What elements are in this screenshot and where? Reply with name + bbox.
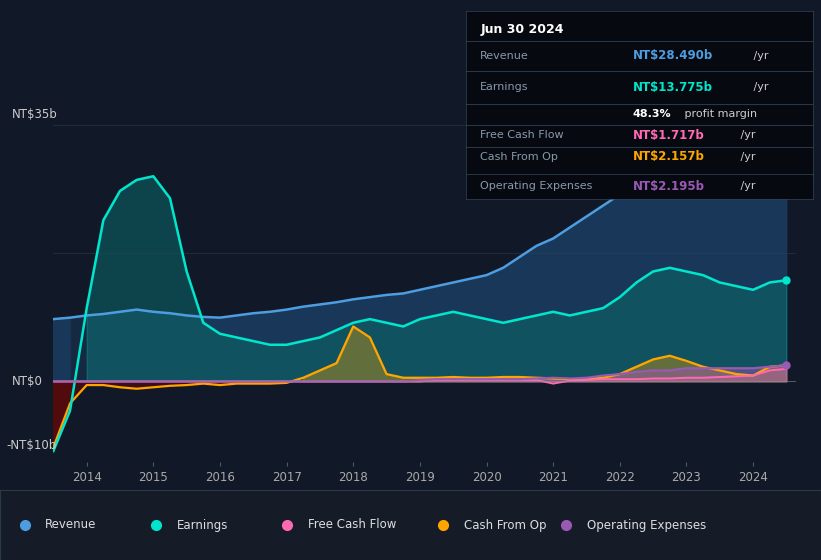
Text: Operating Expenses: Operating Expenses (480, 181, 593, 191)
Text: Free Cash Flow: Free Cash Flow (480, 130, 564, 140)
Text: 48.3%: 48.3% (633, 109, 672, 119)
Text: Earnings: Earnings (480, 82, 529, 92)
Text: Revenue: Revenue (480, 51, 529, 61)
Text: /yr: /yr (736, 130, 755, 140)
Text: Cash From Op: Cash From Op (464, 519, 546, 531)
Text: /yr: /yr (736, 152, 755, 162)
Text: Revenue: Revenue (45, 519, 97, 531)
Text: /yr: /yr (750, 82, 769, 92)
Text: -NT$10b: -NT$10b (7, 438, 57, 452)
Text: Operating Expenses: Operating Expenses (587, 519, 706, 531)
Text: Earnings: Earnings (177, 519, 228, 531)
Text: Cash From Op: Cash From Op (480, 152, 558, 162)
Text: NT$1.717b: NT$1.717b (633, 129, 704, 142)
Text: /yr: /yr (736, 181, 755, 191)
Text: Free Cash Flow: Free Cash Flow (308, 519, 397, 531)
Text: NT$35b: NT$35b (12, 108, 58, 122)
Text: NT$28.490b: NT$28.490b (633, 49, 713, 62)
Text: /yr: /yr (750, 51, 769, 61)
Text: NT$2.195b: NT$2.195b (633, 180, 704, 193)
Text: Jun 30 2024: Jun 30 2024 (480, 23, 564, 36)
Text: NT$13.775b: NT$13.775b (633, 81, 713, 94)
Text: profit margin: profit margin (681, 109, 757, 119)
Text: NT$0: NT$0 (12, 375, 44, 388)
Text: NT$2.157b: NT$2.157b (633, 150, 704, 163)
